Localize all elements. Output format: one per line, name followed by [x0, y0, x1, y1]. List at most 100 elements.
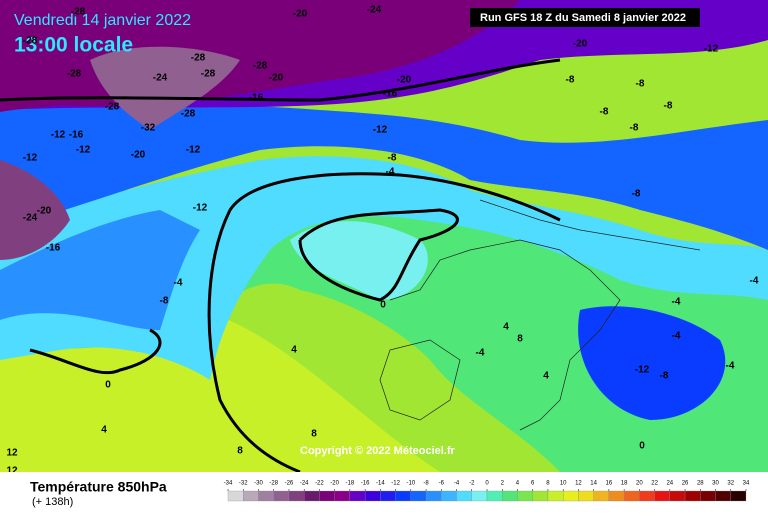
scale-label: -24	[300, 481, 309, 487]
contour-label: -8	[388, 153, 397, 164]
contour-label: -32	[141, 123, 156, 134]
scale-swatch	[532, 490, 549, 502]
scale-swatch	[258, 490, 274, 502]
scale-label: -30	[254, 481, 263, 487]
isotherms	[0, 58, 561, 474]
contour-label: -4	[174, 278, 183, 289]
scale-label: -18	[346, 481, 355, 487]
scale-label: 8	[546, 481, 550, 487]
contour-label: 4	[101, 425, 107, 436]
contour-label: -12	[51, 130, 66, 141]
contour-label: 8	[237, 446, 243, 457]
contour-label: -8	[636, 79, 645, 90]
contour-label: 0	[639, 441, 645, 452]
scale-swatch	[700, 490, 716, 502]
contour-label: -8	[632, 189, 641, 200]
contour-label: -28	[181, 109, 196, 120]
cold-band	[0, 100, 768, 250]
contour-label: 4	[291, 345, 297, 356]
scale-swatch	[456, 490, 472, 502]
scale-label: -10	[406, 481, 415, 487]
contour-label: -4	[386, 167, 395, 178]
cold-tongue	[0, 210, 200, 330]
warm-zone	[0, 307, 440, 472]
scale-swatch	[273, 490, 290, 502]
contour-label: 0	[380, 300, 386, 311]
contour-label: -12	[193, 203, 208, 214]
scale-swatch	[380, 490, 396, 502]
contour-label: -8	[660, 371, 669, 382]
scale-label: -4	[454, 481, 460, 487]
scale-label: 28	[697, 481, 704, 487]
cold-zone	[0, 156, 768, 380]
coastlines	[379, 199, 701, 431]
scale-label: 20	[636, 481, 643, 487]
contour-label: -12	[704, 44, 719, 55]
contour-label: 4	[543, 371, 549, 382]
date-text: Vendredi 14 janvier 2022	[14, 12, 191, 29]
contour-label: -20	[293, 9, 308, 20]
contour-label: -8	[566, 75, 575, 86]
scale-swatch	[669, 490, 686, 502]
scale-label: -32	[239, 481, 248, 487]
scale-swatch	[441, 490, 457, 502]
contour-label: -16	[46, 243, 61, 254]
scale-label: 10	[560, 481, 567, 487]
time-text: 13:00 locale	[14, 34, 133, 57]
scale-swatch	[425, 490, 442, 502]
scale-label: 32	[727, 481, 734, 487]
contour-label: -28	[253, 61, 268, 72]
scale-label: 24	[666, 481, 673, 487]
contour-label: -28	[191, 53, 206, 64]
contour-label: -20	[131, 150, 146, 161]
scale-label: -26	[285, 481, 294, 487]
scale-label: 22	[651, 481, 658, 487]
scale-swatch	[288, 490, 305, 502]
contour-label: -12	[373, 125, 388, 136]
contour-label: -4	[672, 297, 681, 308]
scale-swatch	[593, 490, 610, 502]
scale-swatch	[639, 490, 655, 502]
contour-label: 8	[517, 334, 523, 345]
scale-label: 6	[531, 481, 535, 487]
contour-label: 4	[503, 322, 509, 333]
contour-label: -4	[672, 331, 681, 342]
scale-swatch	[684, 490, 701, 502]
scale-swatch	[227, 490, 244, 502]
scale-swatch	[608, 490, 625, 502]
contour-label: -12	[76, 145, 91, 156]
arctic-core	[90, 46, 240, 131]
scale-swatch	[349, 490, 366, 502]
contour-label: -28	[67, 69, 82, 80]
scale-label: 12	[575, 481, 582, 487]
cool-pocket	[290, 221, 428, 300]
scale-label: -14	[376, 481, 385, 487]
scale-swatch	[623, 490, 640, 502]
scale-swatch	[502, 490, 518, 502]
scale-label: -20	[330, 481, 339, 487]
contour-label: -24	[153, 73, 168, 84]
contour-label: -20	[37, 206, 52, 217]
scale-swatch	[410, 490, 427, 502]
scale-label: -6	[439, 481, 445, 487]
scale-label: -12	[391, 481, 400, 487]
contour-label: -20	[573, 39, 588, 50]
contour-label: -24	[367, 5, 382, 16]
cold-core-east	[578, 306, 726, 420]
scale-label: 18	[621, 481, 628, 487]
contour-label: -12	[186, 145, 201, 156]
contour-label: -20	[269, 73, 284, 84]
contour-label: -12	[23, 153, 38, 164]
footer-title: Température 850hPa	[30, 479, 167, 495]
scale-swatch	[563, 490, 579, 502]
contour-label: -16	[249, 93, 264, 104]
scale-swatch	[395, 490, 411, 502]
scale-label: 0	[485, 481, 489, 487]
scale-label: -2	[469, 481, 475, 487]
contour-label: -4	[726, 361, 735, 372]
arctic-west	[0, 160, 70, 260]
scale-label: 26	[682, 481, 689, 487]
contour-label: -4	[476, 348, 485, 359]
contour-label: 8	[311, 429, 317, 440]
contour-label: -28	[105, 102, 120, 113]
